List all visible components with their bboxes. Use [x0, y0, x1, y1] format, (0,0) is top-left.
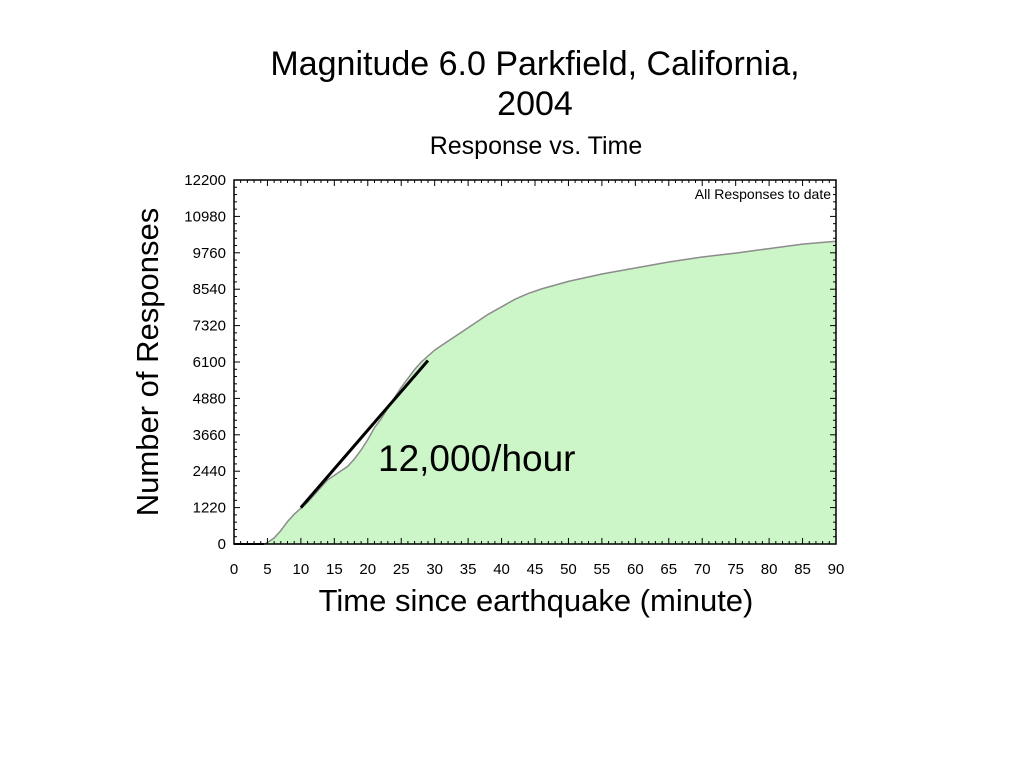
x-tick-label: 65	[660, 561, 677, 578]
x-tick-label: 20	[359, 561, 376, 578]
y-tick-label: 0	[218, 536, 226, 553]
legend-all-responses: All Responses to date	[695, 186, 831, 202]
x-tick-label: 70	[694, 561, 711, 578]
x-tick-label: 25	[393, 561, 410, 578]
x-tick-label: 30	[426, 561, 443, 578]
x-tick-label: 5	[263, 561, 271, 578]
x-axis-label: Time since earthquake (minute)	[319, 583, 754, 618]
slide-title: Magnitude 6.0 Parkfield, California, 200…	[230, 44, 840, 124]
y-tick-label: 10980	[184, 208, 226, 225]
x-tick-label: 75	[727, 561, 744, 578]
x-tick-label: 35	[460, 561, 477, 578]
x-tick-label: 50	[560, 561, 577, 578]
axis-ticks	[233, 179, 837, 545]
x-tick-labels: 0 5 10 15 20 25 30 35 40 45 50 55 60 65 70 75 80 85 90	[230, 561, 845, 578]
rate-annotation: 12,000/hour	[378, 438, 576, 479]
y-tick-labels: 0 1220 2440 3660 4880 6100 7320 8540 9760 10980 12…	[184, 172, 226, 553]
x-tick-label: 10	[293, 561, 310, 578]
y-tick-label: 4880	[193, 390, 226, 407]
x-tick-label: 85	[794, 561, 811, 578]
x-tick-label: 45	[527, 561, 544, 578]
y-tick-label: 2440	[193, 463, 226, 480]
rate-line	[299, 359, 430, 509]
y-tick-label: 9760	[193, 245, 226, 262]
slide-title-line2: 2004	[497, 85, 573, 123]
x-tick-label: 55	[594, 561, 611, 578]
slide-title-line1: Magnitude 6.0 Parkfield, California,	[270, 45, 800, 83]
y-tick-label: 8540	[193, 281, 226, 298]
y-tick-label: 1220	[193, 500, 226, 517]
x-tick-label: 0	[230, 561, 238, 578]
y-tick-label: 6100	[193, 354, 226, 371]
x-tick-label: 80	[761, 561, 778, 578]
x-tick-label: 15	[326, 561, 343, 578]
y-tick-label: 3660	[193, 427, 226, 444]
y-tick-label: 7320	[193, 318, 226, 335]
y-tick-label: 12200	[184, 172, 226, 189]
y-axis-label: Number of Responses	[130, 208, 165, 516]
x-tick-label: 90	[828, 561, 845, 578]
x-tick-label: 40	[493, 561, 510, 578]
area-fill	[234, 241, 836, 544]
x-tick-label: 60	[627, 561, 644, 578]
chart-title: Response vs. Time	[430, 132, 643, 160]
